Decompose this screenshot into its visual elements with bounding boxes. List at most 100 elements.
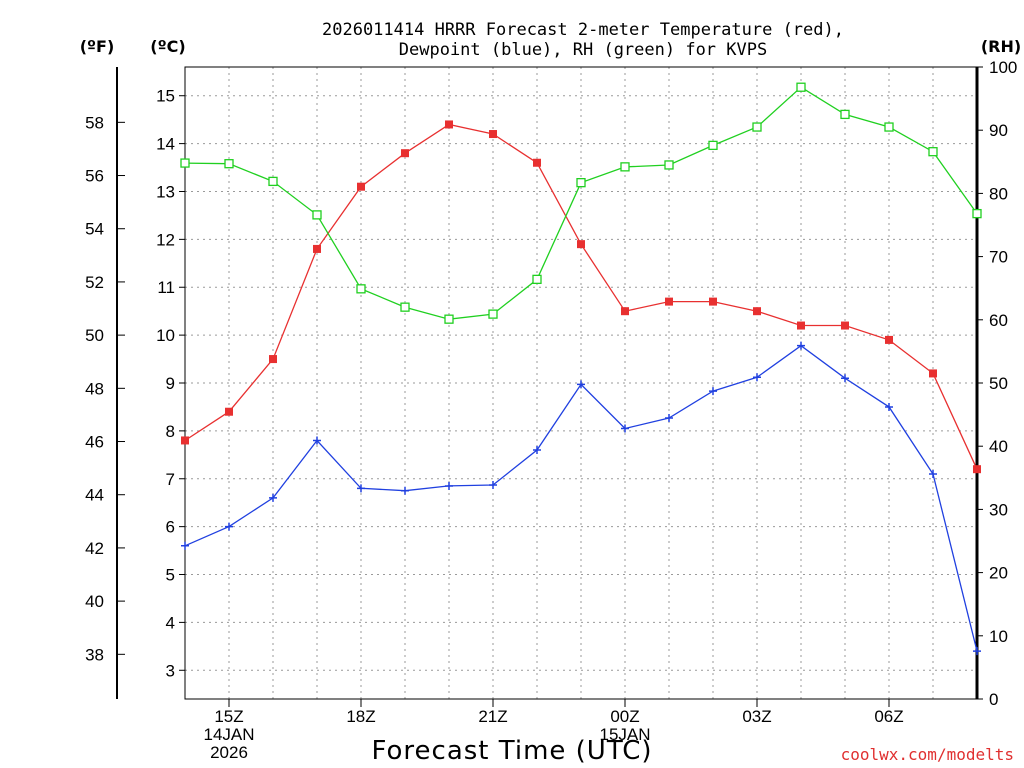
rh-point — [973, 210, 981, 218]
celsius-tick-label: 10 — [156, 326, 175, 345]
dewpoint-point — [401, 487, 409, 495]
dewpoint-point — [181, 542, 189, 550]
rh-point — [489, 310, 497, 318]
rh-tick-label: 0 — [989, 690, 998, 709]
temperature-point — [753, 307, 761, 315]
temperature-point — [577, 240, 585, 248]
rh-point — [841, 110, 849, 118]
celsius-tick-label: 3 — [166, 661, 175, 680]
temperature-point — [929, 369, 937, 377]
fahrenheit-tick-label: 40 — [85, 592, 104, 611]
celsius-tick-label: 11 — [157, 278, 175, 297]
dewpoint-point — [665, 414, 673, 422]
rh-tick-label: 50 — [989, 374, 1008, 393]
dewpoint-point — [929, 470, 937, 478]
celsius-tick-label: 7 — [166, 470, 175, 489]
rh-point — [709, 141, 717, 149]
rh-point — [445, 315, 453, 323]
rh-tick-label: 100 — [989, 58, 1017, 77]
dewpoint-point — [445, 482, 453, 490]
temperature-point — [269, 355, 277, 363]
celsius-tick-label: 6 — [166, 518, 175, 537]
temperature-point — [621, 307, 629, 315]
dewpoint-point — [753, 373, 761, 381]
temperature-point — [841, 322, 849, 330]
rh-point — [665, 161, 673, 169]
rh-point — [797, 83, 805, 91]
rh-point — [753, 123, 761, 131]
rh-point — [313, 211, 321, 219]
temperature-point — [357, 183, 365, 191]
x-tick-label: 06Z — [874, 707, 903, 726]
x-tick-label: 03Z — [742, 707, 771, 726]
dewpoint-point — [973, 647, 981, 655]
fahrenheit-tick-label: 46 — [85, 433, 104, 452]
temperature-point — [313, 245, 321, 253]
rh-point — [357, 285, 365, 293]
celsius-tick-label: 4 — [166, 613, 175, 632]
credit-text: coolwx.com/modelts — [841, 745, 1014, 764]
celsius-tick-label: 12 — [156, 230, 175, 249]
rh-point — [401, 303, 409, 311]
dewpoint-point — [225, 523, 233, 531]
dewpoint-point — [885, 403, 893, 411]
dewpoint-point — [709, 387, 717, 395]
rh-point — [181, 159, 189, 167]
rh-point — [929, 148, 937, 156]
temperature-point — [797, 322, 805, 330]
rh-unit-label: (RH) — [981, 37, 1021, 56]
temperature-point — [401, 149, 409, 157]
temperature-point — [181, 436, 189, 444]
x-tick-label: 00Z — [610, 707, 639, 726]
fahrenheit-tick-label: 42 — [85, 539, 104, 558]
chart-title-line2: Dewpoint (blue), RH (green) for KVPS — [399, 40, 767, 60]
fahrenheit-tick-label: 56 — [85, 167, 104, 186]
rh-point — [885, 123, 893, 131]
fahrenheit-tick-label: 58 — [85, 113, 104, 132]
x-tick-label: 18Z — [346, 707, 375, 726]
rh-point — [225, 160, 233, 168]
fahrenheit-tick-label: 50 — [85, 326, 104, 345]
fahrenheit-tick-label: 54 — [85, 220, 104, 239]
rh-tick-label: 40 — [989, 437, 1008, 456]
celsius-tick-label: 15 — [156, 87, 175, 106]
fahrenheit-tick-label: 38 — [85, 645, 104, 664]
chart-title-line1: 2026011414 HRRR Forecast 2-meter Tempera… — [322, 20, 844, 40]
x-axis-label: Forecast Time (UTC) — [371, 736, 652, 766]
rh-point — [577, 179, 585, 187]
x-tick-label: 14JAN — [203, 725, 254, 744]
x-tick-label: 2026 — [210, 743, 248, 762]
temperature-point — [533, 159, 541, 167]
fahrenheit-tick-label: 52 — [85, 273, 104, 292]
rh-tick-label: 20 — [989, 564, 1008, 583]
rh-point — [621, 163, 629, 171]
temperature-point — [973, 465, 981, 473]
temperature-point — [225, 408, 233, 416]
rh-point — [533, 275, 541, 283]
rh-tick-label: 70 — [989, 248, 1008, 267]
fahrenheit-unit-label: (ºF) — [80, 37, 115, 56]
rh-tick-label: 10 — [989, 627, 1008, 646]
celsius-tick-label: 9 — [166, 374, 175, 393]
rh-point — [269, 177, 277, 185]
celsius-tick-label: 13 — [156, 182, 175, 201]
celsius-unit-label: (ºC) — [150, 37, 185, 56]
fahrenheit-tick-label: 44 — [85, 486, 104, 505]
x-tick-label: 21Z — [478, 707, 507, 726]
x-tick-label: 15Z — [214, 707, 243, 726]
rh-tick-label: 30 — [989, 500, 1008, 519]
rh-tick-label: 80 — [989, 184, 1008, 203]
temperature-point — [885, 336, 893, 344]
celsius-tick-label: 5 — [166, 566, 175, 585]
rh-tick-label: 90 — [989, 121, 1008, 140]
rh-tick-label: 60 — [989, 311, 1008, 330]
temperature-point — [445, 120, 453, 128]
temperature-point — [489, 130, 497, 138]
temperature-point — [709, 298, 717, 306]
fahrenheit-tick-label: 48 — [85, 379, 104, 398]
celsius-tick-label: 14 — [156, 135, 175, 154]
celsius-tick-label: 8 — [166, 422, 175, 441]
temperature-point — [665, 298, 673, 306]
